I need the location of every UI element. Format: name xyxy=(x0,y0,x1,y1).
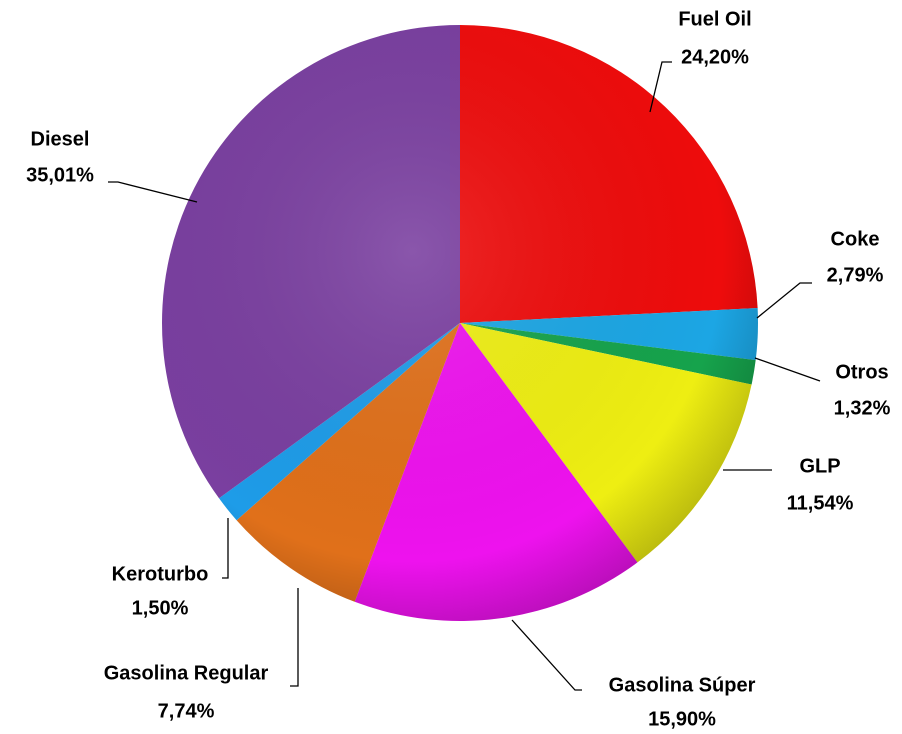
leader-line xyxy=(222,518,229,579)
slice-value-label: 35,01% xyxy=(26,164,94,186)
slice-value-label: 1,50% xyxy=(132,597,189,619)
slice-label: Gasolina Regular xyxy=(104,662,269,684)
slice-value-label: 11,54% xyxy=(787,492,854,514)
leader-line xyxy=(108,181,198,203)
pie xyxy=(161,24,758,621)
slice-label: GLP xyxy=(799,455,840,477)
slice-label: Gasolina Súper xyxy=(609,674,756,696)
slice-label: Keroturbo xyxy=(112,563,209,585)
slice-label: Diesel xyxy=(31,128,90,150)
slice-value-label: 1,32% xyxy=(834,397,891,419)
pie-slice xyxy=(460,25,758,323)
leader-line xyxy=(511,619,582,691)
slice-value-label: 2,79% xyxy=(827,264,884,286)
leader-line xyxy=(756,282,812,319)
slice-label: Fuel Oil xyxy=(678,8,751,30)
leader-line xyxy=(649,61,672,113)
leader-line xyxy=(754,357,821,382)
slice-label: Otros xyxy=(835,361,888,383)
slice-value-label: 24,20% xyxy=(681,46,749,68)
slice-value-label: 7,74% xyxy=(158,700,215,722)
slice-value-label: 15,90% xyxy=(648,708,716,730)
slice-label: Coke xyxy=(831,228,880,250)
leader-line xyxy=(290,588,299,687)
